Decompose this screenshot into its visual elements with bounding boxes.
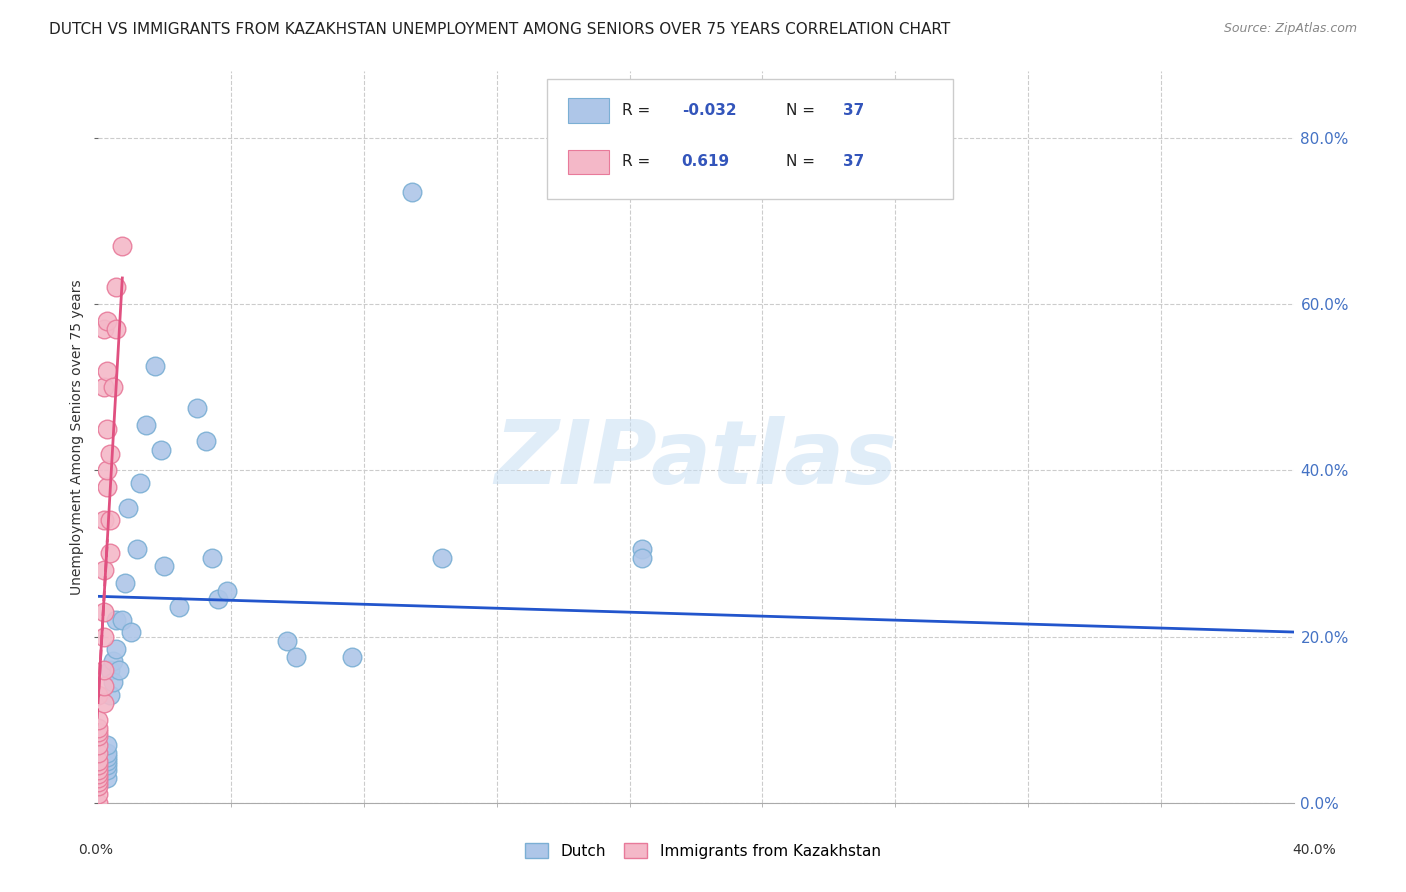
Point <box>215 583 238 598</box>
Point <box>93 380 115 394</box>
Point <box>103 675 125 690</box>
Point <box>401 185 423 199</box>
Point <box>111 239 134 253</box>
Point <box>87 754 110 768</box>
Point <box>87 788 110 802</box>
Point <box>87 796 110 810</box>
Point <box>120 625 142 640</box>
Point <box>96 480 118 494</box>
Point <box>93 322 115 336</box>
Point <box>93 605 115 619</box>
Point <box>96 422 118 436</box>
Point <box>93 696 115 710</box>
Point <box>153 558 176 573</box>
Point <box>98 447 122 461</box>
Point <box>96 758 118 772</box>
Text: N =: N = <box>786 103 820 118</box>
Point <box>105 613 128 627</box>
Point <box>93 663 115 677</box>
Point <box>87 746 110 760</box>
Point <box>430 550 453 565</box>
Point <box>87 758 110 772</box>
Point <box>105 642 128 657</box>
Point <box>117 500 139 515</box>
Point <box>201 550 224 565</box>
Point <box>96 771 118 785</box>
Point <box>129 475 152 490</box>
FancyBboxPatch shape <box>568 150 609 175</box>
Point <box>87 713 110 727</box>
Point <box>284 650 307 665</box>
Point <box>87 721 110 735</box>
Point <box>98 663 122 677</box>
Point <box>98 546 122 560</box>
Text: R =: R = <box>621 103 655 118</box>
Point <box>87 771 110 785</box>
Point <box>114 575 136 590</box>
Point <box>96 754 118 768</box>
Point <box>96 363 118 377</box>
Text: 0.619: 0.619 <box>682 153 730 169</box>
Point <box>98 513 122 527</box>
Text: Source: ZipAtlas.com: Source: ZipAtlas.com <box>1223 22 1357 36</box>
Text: -0.032: -0.032 <box>682 103 737 118</box>
Point <box>103 380 125 394</box>
Text: 37: 37 <box>844 153 865 169</box>
Point <box>150 442 173 457</box>
Point <box>87 729 110 743</box>
Point <box>87 763 110 777</box>
Point <box>96 738 118 752</box>
Point <box>108 663 131 677</box>
Point <box>127 542 149 557</box>
Point <box>93 563 115 577</box>
Point <box>195 434 218 449</box>
Point <box>276 633 298 648</box>
Point <box>96 750 118 764</box>
Point <box>143 359 166 374</box>
Point <box>87 766 110 780</box>
Point <box>342 650 364 665</box>
Point <box>111 613 134 627</box>
Point <box>105 280 128 294</box>
Point <box>105 322 128 336</box>
Point <box>96 314 118 328</box>
Point <box>87 775 110 789</box>
Text: 37: 37 <box>844 103 865 118</box>
Text: N =: N = <box>786 153 820 169</box>
Point <box>87 688 110 702</box>
Legend: Dutch, Immigrants from Kazakhstan: Dutch, Immigrants from Kazakhstan <box>517 836 889 866</box>
Text: DUTCH VS IMMIGRANTS FROM KAZAKHSTAN UNEMPLOYMENT AMONG SENIORS OVER 75 YEARS COR: DUTCH VS IMMIGRANTS FROM KAZAKHSTAN UNEM… <box>49 22 950 37</box>
Point <box>186 401 208 415</box>
Text: ZIPatlas: ZIPatlas <box>495 416 897 502</box>
Text: R =: R = <box>621 153 655 169</box>
Point <box>631 550 654 565</box>
Point <box>93 513 115 527</box>
Point <box>96 746 118 760</box>
Point <box>207 592 229 607</box>
Point <box>93 680 115 694</box>
Text: 40.0%: 40.0% <box>1292 843 1337 857</box>
Point <box>135 417 157 432</box>
Y-axis label: Unemployment Among Seniors over 75 years: Unemployment Among Seniors over 75 years <box>70 279 84 595</box>
Point <box>96 763 118 777</box>
Point <box>631 542 654 557</box>
Point <box>87 738 110 752</box>
Text: 0.0%: 0.0% <box>79 843 112 857</box>
Point <box>98 688 122 702</box>
FancyBboxPatch shape <box>568 98 609 123</box>
Point <box>96 463 118 477</box>
Point <box>167 600 190 615</box>
Point <box>93 630 115 644</box>
Point <box>87 725 110 739</box>
Point <box>87 779 110 793</box>
FancyBboxPatch shape <box>547 78 953 200</box>
Point <box>103 655 125 669</box>
